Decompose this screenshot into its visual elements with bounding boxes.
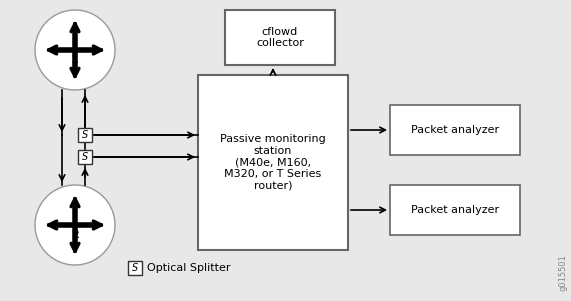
Text: Packet analyzer: Packet analyzer [411,205,499,215]
Text: Optical Splitter: Optical Splitter [147,263,231,273]
Bar [225,10,335,65]
Text: Packet analyzer: Packet analyzer [411,125,499,135]
Text: S: S [82,152,88,162]
Text: g015501: g015501 [558,254,568,291]
Text: S: S [132,263,138,273]
Bar [78,128,92,142]
Text: S: S [82,130,88,140]
Bar [390,185,520,235]
Text: 2: 2 [71,230,79,240]
Text: 1: 1 [71,55,79,65]
Circle shape [35,185,115,265]
Bar [390,105,520,155]
Text: cflowd
collector: cflowd collector [256,27,304,48]
Text: Passive monitoring
station
(M40e, M160,
M320, or T Series
router): Passive monitoring station (M40e, M160, … [220,134,326,191]
Bar [198,75,348,250]
Bar [128,261,142,275]
Circle shape [35,10,115,90]
Bar [78,150,92,164]
